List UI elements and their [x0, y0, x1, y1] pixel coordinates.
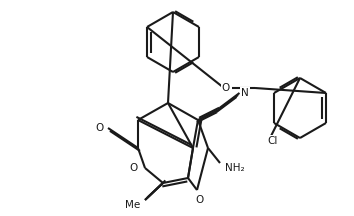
- Text: Me: Me: [125, 200, 141, 210]
- Text: NH₂: NH₂: [225, 163, 245, 173]
- Text: N: N: [241, 88, 249, 98]
- Text: Cl: Cl: [268, 136, 278, 146]
- Text: O: O: [129, 163, 137, 173]
- Text: O: O: [222, 83, 230, 93]
- Text: O: O: [196, 195, 204, 205]
- Text: O: O: [96, 123, 104, 133]
